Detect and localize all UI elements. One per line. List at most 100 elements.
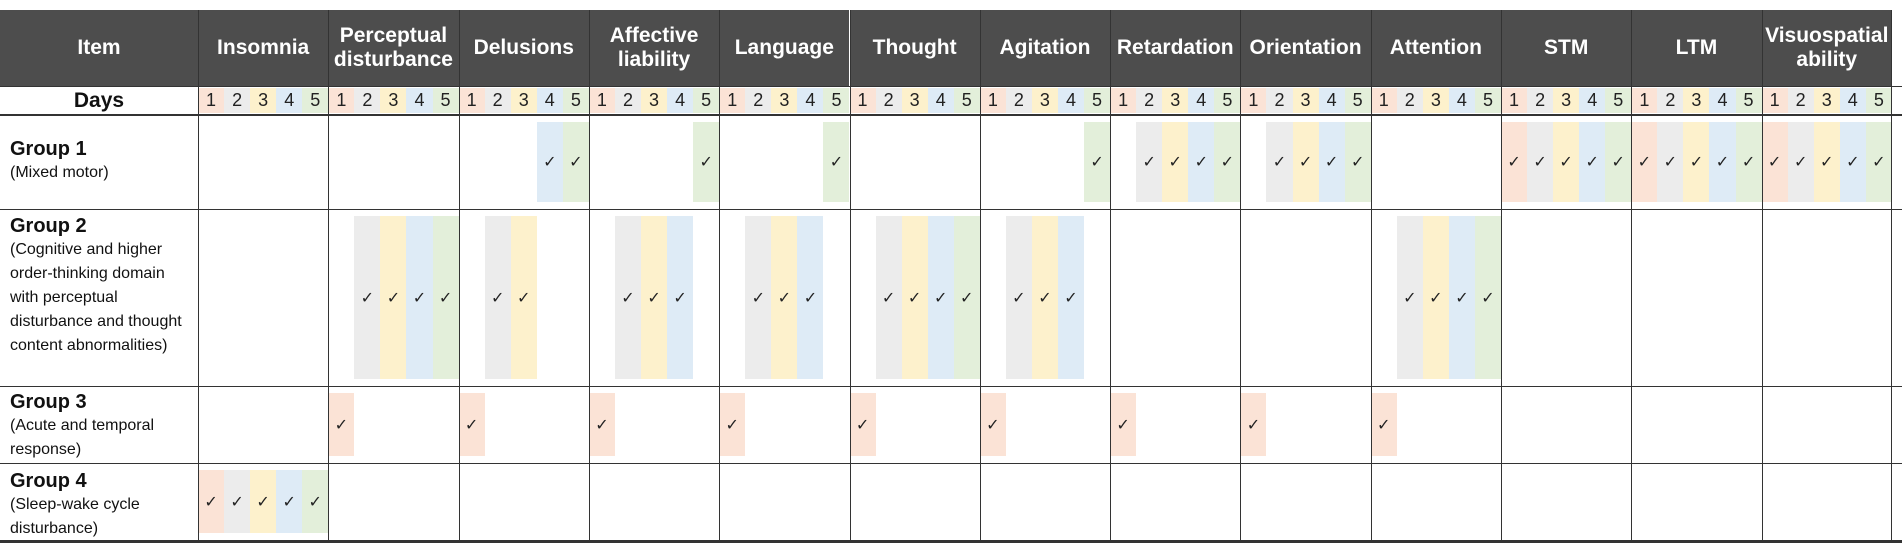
check-mark: ✓ xyxy=(881,289,896,307)
check-mark: ✓ xyxy=(933,289,948,307)
check-mark: ✓ xyxy=(647,289,661,307)
day-strip xyxy=(198,470,225,533)
check-mark: ✓ xyxy=(1793,154,1808,171)
day-header-strip xyxy=(380,88,407,113)
check-mark: ✓ xyxy=(1272,154,1287,171)
day-strip xyxy=(1527,122,1554,202)
day-header-strip xyxy=(1214,88,1241,113)
day-strip xyxy=(1031,216,1058,379)
column-header: Orientation xyxy=(1240,10,1371,86)
check-mark: ✓ xyxy=(1142,154,1156,171)
day-strip xyxy=(1448,216,1475,379)
day-number: 3 xyxy=(909,90,920,110)
column-header: Insomnia xyxy=(198,10,329,86)
day-number: 5 xyxy=(1222,90,1233,110)
header-item: Item xyxy=(0,10,198,86)
day-number: 2 xyxy=(753,90,764,110)
column-header: Affective liability xyxy=(588,10,720,86)
check-mark: ✓ xyxy=(360,289,375,307)
group-label-2: Group 2 (Cognitive and higher order-thin… xyxy=(10,214,195,358)
row-divider xyxy=(0,114,1902,116)
day-header-strip xyxy=(1084,88,1111,113)
day-strip xyxy=(927,216,954,379)
day-number: 3 xyxy=(1561,90,1572,110)
group-description: (Cognitive and higher order-thinking dom… xyxy=(10,241,182,354)
day-number: 5 xyxy=(1613,90,1624,110)
group-name: Group 4 xyxy=(10,470,87,492)
day-strip xyxy=(1709,122,1736,202)
day-number: 2 xyxy=(362,90,373,110)
column-header: Language xyxy=(719,10,850,86)
check-mark: ✓ xyxy=(699,154,713,171)
row-divider xyxy=(0,209,1902,210)
day-number: 2 xyxy=(1795,90,1806,110)
day-number: 4 xyxy=(1456,90,1467,110)
day-number: 1 xyxy=(336,90,347,110)
day-number: 2 xyxy=(1274,90,1285,110)
check-mark: ✓ xyxy=(1038,289,1052,307)
group-label-1: Group 1 (Mixed motor) xyxy=(10,137,195,185)
day-strip xyxy=(641,216,668,379)
day-header-strip xyxy=(823,88,850,113)
day-strip xyxy=(1240,393,1267,456)
day-strip xyxy=(406,216,433,379)
column-divider xyxy=(1890,10,1892,540)
check-mark: ✓ xyxy=(986,416,1000,434)
day-strip xyxy=(693,122,720,202)
day-header-strip xyxy=(614,88,641,113)
day-number: 1 xyxy=(596,90,607,110)
day-header-strip xyxy=(458,88,485,113)
day-header-strip xyxy=(1318,88,1345,113)
day-number: 5 xyxy=(440,90,451,110)
day-header-strip xyxy=(979,88,1006,113)
day-strip xyxy=(849,393,876,456)
group-name: Group 3 xyxy=(10,391,87,413)
day-strip xyxy=(1474,216,1501,379)
column-divider xyxy=(1631,10,1633,540)
day-number: 3 xyxy=(1691,90,1702,110)
check-mark: ✓ xyxy=(595,416,609,434)
day-strip xyxy=(276,470,303,533)
day-strip xyxy=(328,393,355,456)
day-number: 1 xyxy=(857,90,868,110)
day-header-strip xyxy=(1865,88,1892,113)
day-strip xyxy=(953,216,980,379)
day-strip xyxy=(1761,122,1788,202)
check-mark: ✓ xyxy=(1507,154,1521,171)
column-header: Retardation xyxy=(1110,10,1241,86)
check-mark: ✓ xyxy=(569,154,583,171)
day-strip xyxy=(1813,122,1840,202)
check-mark: ✓ xyxy=(621,289,635,307)
check-mark: ✓ xyxy=(1377,416,1391,434)
check-mark: ✓ xyxy=(1846,154,1860,171)
check-mark: ✓ xyxy=(1168,154,1182,171)
day-number: 1 xyxy=(1378,90,1389,110)
day-strip xyxy=(1162,122,1189,202)
day-header-strip xyxy=(1005,88,1032,113)
day-header-strip xyxy=(302,88,329,113)
day-header-strip xyxy=(1240,88,1267,113)
check-mark: ✓ xyxy=(1533,154,1547,171)
day-number: 3 xyxy=(779,90,790,110)
check-mark: ✓ xyxy=(1663,154,1678,171)
check-mark: ✓ xyxy=(1585,154,1599,171)
check-mark: ✓ xyxy=(777,289,792,307)
row-divider xyxy=(0,86,1902,87)
day-header-strip xyxy=(1553,88,1580,113)
day-number: 4 xyxy=(805,90,816,110)
row-divider xyxy=(0,386,1902,387)
check-mark: ✓ xyxy=(725,416,739,434)
day-header-strip xyxy=(354,88,381,113)
day-strip xyxy=(1057,216,1085,379)
day-header-strip xyxy=(1631,88,1658,113)
group-description: (Acute and temporal response) xyxy=(10,417,155,458)
column-divider xyxy=(1240,10,1242,540)
column-header: Perceptual disturbance xyxy=(328,10,459,86)
day-number: 2 xyxy=(1404,90,1415,110)
day-strip xyxy=(1005,216,1032,379)
day-number: 4 xyxy=(1196,90,1207,110)
check-mark: ✓ xyxy=(1872,154,1886,171)
day-header-strip xyxy=(901,88,928,113)
check-mark: ✓ xyxy=(1715,154,1730,171)
column-header: Thought xyxy=(849,10,980,86)
